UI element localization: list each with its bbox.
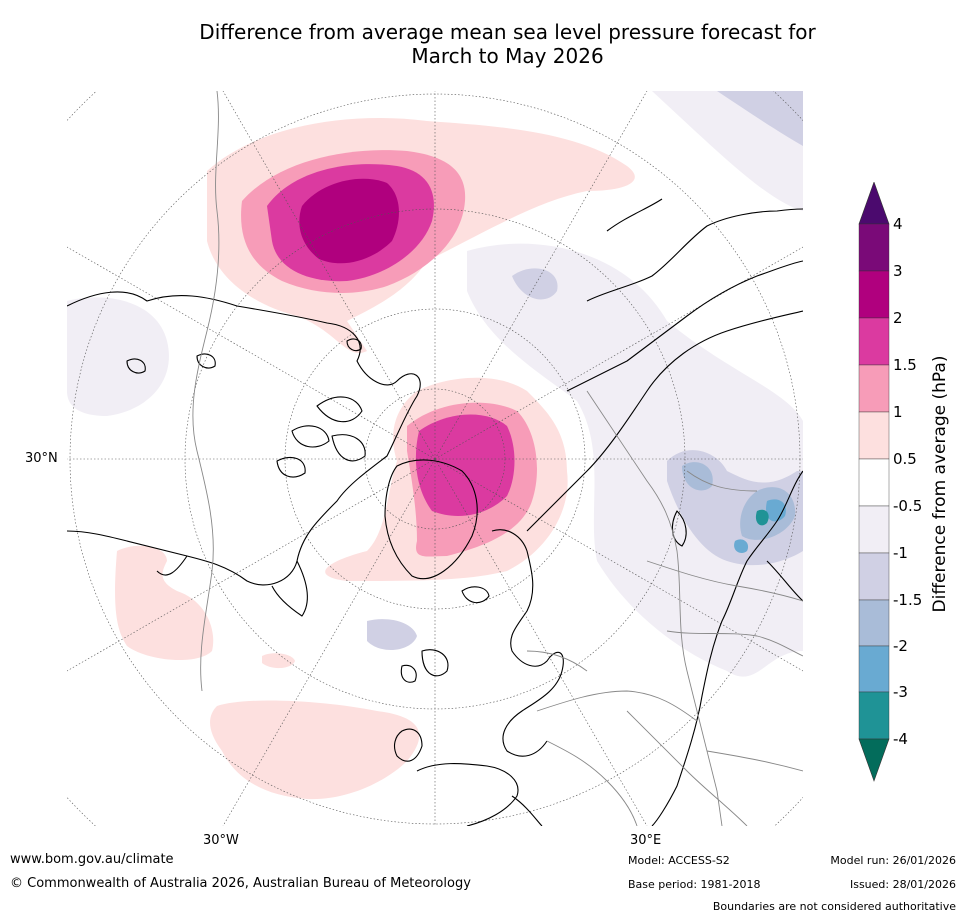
colorbar-band-n3-n2 <box>858 645 890 693</box>
colorbar-tick-1: 1 <box>893 403 903 421</box>
footer-model: Model: ACCESS-S2 <box>628 854 730 867</box>
colorbar-band-n15-n1 <box>858 552 890 601</box>
colorbar-band-n4-n3 <box>858 691 890 740</box>
colorbar-tick-2: 2 <box>893 309 903 327</box>
footer-disclaimer: Boundaries are not considered authoritat… <box>712 900 956 913</box>
colorbar-band-2-3 <box>858 270 890 319</box>
label-30w: 30°W <box>203 833 239 848</box>
colorbar-title: Difference from average (hPa) <box>930 355 950 613</box>
coastlines <box>67 198 803 826</box>
colorbar-tick-0-5: 0.5 <box>893 450 917 468</box>
colorbar-band-05-1 <box>858 411 890 460</box>
colorbar-band-n2-n15 <box>858 599 890 647</box>
anomaly-plus-2 <box>299 178 399 264</box>
colorbar-tick-3: 3 <box>893 262 903 280</box>
colorbar-tick-minus-1: -1 <box>893 544 908 562</box>
colorbar-over-triangle <box>858 182 890 225</box>
footer-base-period: Base period: 1981-2018 <box>628 878 761 891</box>
footer-model-run: Model run: 26/01/2026 <box>830 854 956 867</box>
label-30n: 30°N <box>25 451 58 466</box>
colorbar-tick-1-5: 1.5 <box>893 356 917 374</box>
colorbar-band-n05-05 <box>858 458 890 507</box>
colorbar <box>858 182 890 782</box>
country-borders <box>192 91 803 826</box>
map-title: Difference from average mean sea level p… <box>0 20 965 68</box>
colorbar-tick-4: 4 <box>893 215 903 233</box>
colorbar-tick-minus-3: -3 <box>893 683 908 701</box>
colorbar-band-1-15 <box>858 364 890 413</box>
label-30e: 30°E <box>630 833 662 848</box>
anomaly-minus-3 <box>755 509 769 526</box>
footer-issued: Issued: 28/01/2026 <box>849 878 956 891</box>
colorbar-band-15-2 <box>858 317 890 366</box>
anomaly-plus-3 <box>428 417 497 485</box>
footer-url[interactable]: www.bom.gov.au/climate <box>10 852 174 867</box>
colorbar-tick-minus-2: -2 <box>893 637 908 655</box>
colorbar-tick-minus-4: -4 <box>893 730 908 748</box>
colorbar-under-triangle <box>858 738 890 782</box>
colorbar-tick-minus-1-5: -1.5 <box>893 591 923 609</box>
map-title-line2: March to May 2026 <box>411 44 604 68</box>
colorbar-tick-minus-0-5: -0.5 <box>893 497 923 515</box>
map-title-line1: Difference from average mean sea level p… <box>199 20 816 44</box>
colorbar-band-n1-n05 <box>858 505 890 554</box>
anomaly-minus-2 <box>734 499 786 553</box>
colorbar-band-3-4 <box>858 223 890 272</box>
polar-map <box>67 91 803 826</box>
footer-copyright: © Commonwealth of Australia 2026, Austra… <box>10 876 471 891</box>
